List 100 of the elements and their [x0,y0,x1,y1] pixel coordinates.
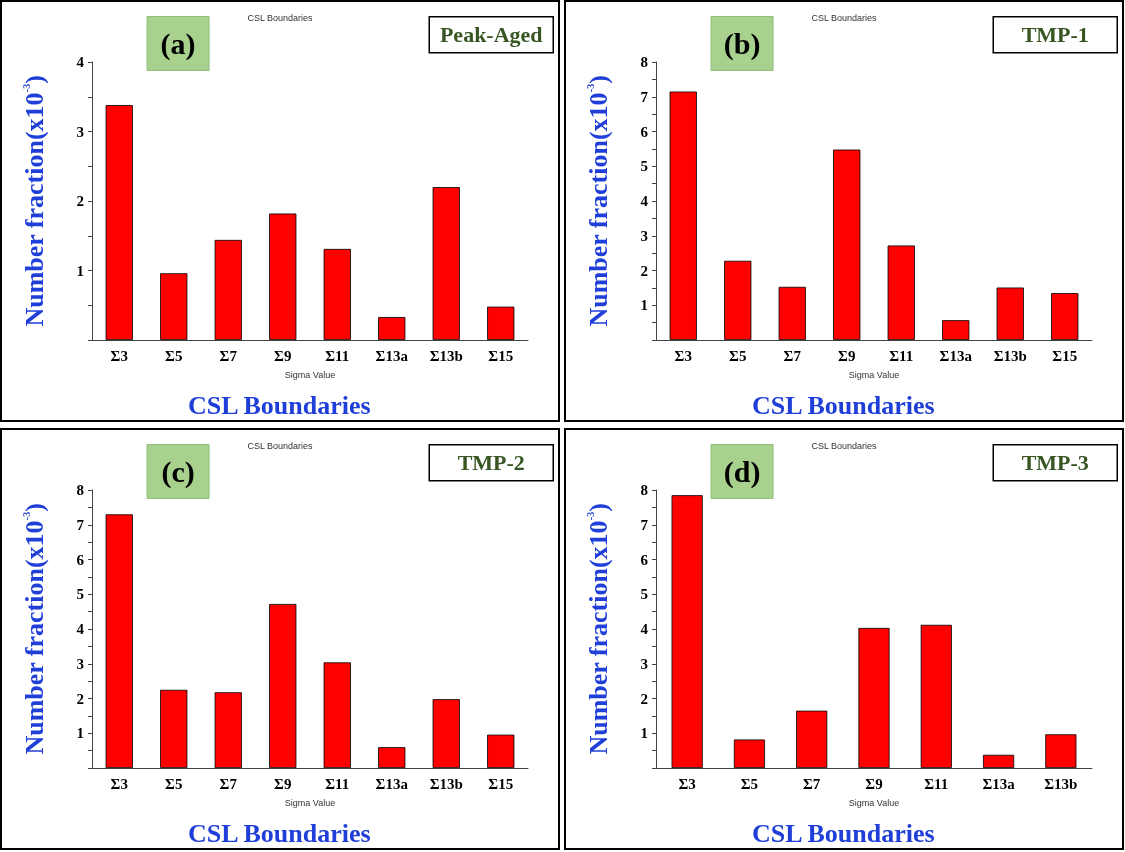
x-tick-label: Σ13a [982,775,1016,792]
y-axis-title: Number fraction(x10-3) [19,503,49,755]
x-tick-label: Σ13b [1044,775,1078,792]
bar [214,692,242,768]
bar [1045,734,1077,768]
x-tick-label: Σ7 [783,347,802,364]
bar [796,710,828,768]
x-tick-label: Σ15 [488,347,514,364]
y-tick-label: 6 [640,551,649,568]
y-tick-label: 1 [640,725,648,742]
y-tick-label: 4 [76,621,85,637]
x-tick-label: Σ9 [274,775,292,792]
bar [724,260,752,340]
text: (b) [723,27,761,61]
bar [942,320,970,340]
bar [887,245,915,340]
bar [487,306,515,340]
bar [432,187,460,340]
chart-title: CSL Boundaries [247,440,314,451]
y-tick-label: 1 [76,262,84,279]
chart-title: CSL Boundaries [811,12,878,23]
y-axis-title: Number fraction(x10-3) [19,75,49,327]
chart-title: CSL Boundaries [247,12,314,23]
y-tick-label: 2 [640,262,648,279]
bar [669,91,697,340]
bar [996,287,1024,340]
y-tick-label: 6 [640,123,649,140]
y-tick-label: 3 [76,123,84,140]
x-tick-label: Σ15 [488,775,514,792]
text: CSL Boundaries [751,818,935,848]
bar [323,248,351,340]
x-tick-label: Σ7 [219,775,238,792]
x-tick-label: Σ3 [678,775,696,792]
x-tick-label: Σ3 [110,347,128,364]
y-tick-label: 4 [640,193,649,209]
x-tick-label: Σ5 [165,347,183,364]
x-tick-label: Σ3 [110,775,128,792]
y-tick-label: 3 [76,655,84,672]
y-tick-label: 7 [76,516,85,533]
y-tick-label: 2 [76,193,84,209]
x-tick-label: Σ9 [838,347,856,364]
bar [323,662,351,768]
text: Peak-Aged [439,22,543,48]
bar [105,105,133,340]
bar [733,739,765,768]
bar [105,514,133,768]
x-tick-label: Σ13a [939,347,973,364]
bar [858,627,890,768]
y-tick-label: 7 [640,516,649,533]
y-tick-label: 5 [76,586,84,603]
y-tick-label: 8 [640,482,648,498]
x-tick-label: Σ11 [325,347,350,364]
x-tick-label: Σ13a [375,775,409,792]
x-axis-title: Sigma Value [848,797,900,808]
x-tick-label: Σ7 [803,775,821,792]
bar [487,734,515,768]
x-tick-label: Σ5 [740,775,759,792]
y-tick-label: 5 [640,158,648,175]
bar [214,239,242,340]
x-axis-title: Sigma Value [848,369,900,380]
x-tick-label: Σ13a [375,347,409,364]
bar [432,699,460,768]
y-axis-title: Number fraction(x10-3) [583,75,613,327]
y-axis-title: Number fraction(x10-3) [583,503,613,755]
bar [160,273,188,340]
bar [671,495,703,768]
x-tick-label: Σ3 [674,347,692,364]
y-tick-label: 4 [76,54,85,70]
bar [378,317,406,340]
y-tick-label: 4 [640,621,649,637]
y-tick-label: 2 [76,690,84,707]
bar [269,213,297,340]
x-tick-label: Σ9 [865,775,883,792]
bar [833,149,861,340]
text: CSL Boundaries [187,390,371,420]
x-tick-label: Σ5 [729,347,747,364]
text: TMP-1 [1021,22,1089,48]
x-tick-label: Σ5 [165,775,183,792]
y-tick-label: 8 [76,482,84,498]
text: TMP-3 [1021,450,1089,476]
text: CSL Boundaries [187,818,371,848]
bar [160,689,188,768]
x-axis-title: Sigma Value [284,369,336,380]
y-tick-label: 7 [640,88,649,105]
y-tick-label: 3 [640,655,648,672]
text: (d) [723,455,761,489]
y-tick-label: 1 [76,725,84,742]
bar [778,286,806,340]
y-tick-label: 3 [640,227,648,244]
x-tick-label: Σ7 [219,347,238,364]
x-tick-label: Σ11 [889,347,914,364]
y-tick-label: 1 [640,297,648,314]
text: (c) [161,455,195,489]
y-tick-label: 8 [640,54,648,70]
x-tick-label: Σ13b [429,775,463,792]
x-tick-label: Σ13b [993,347,1027,364]
text: CSL Boundaries [751,390,935,420]
x-tick-label: Σ11 [325,775,350,792]
x-tick-label: Σ13b [429,347,463,364]
x-axis-title: Sigma Value [284,797,336,808]
